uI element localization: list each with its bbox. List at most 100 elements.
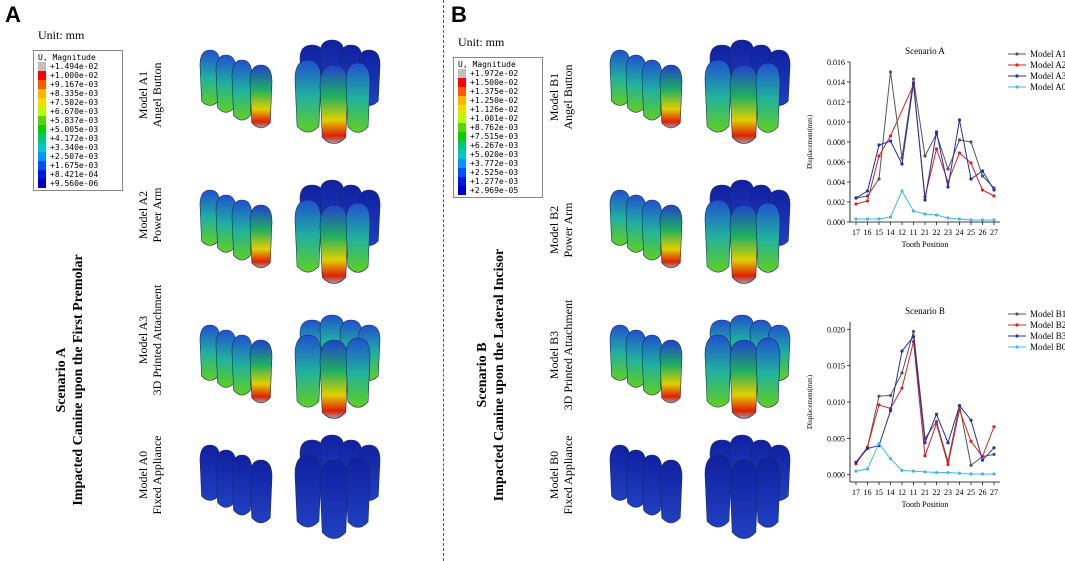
legend-value: +5.837e-03 <box>50 116 99 125</box>
tooth-a3-f2 <box>345 337 371 408</box>
chart-a-point-1 <box>969 161 973 165</box>
legend-row-a-2: +9.167e-03 <box>38 80 118 89</box>
chart-b-point-2 <box>923 441 927 445</box>
chart-a-xtick-label: 27 <box>990 228 998 237</box>
legend-value: +9.167e-03 <box>50 80 99 89</box>
legend-swatch <box>38 179 46 188</box>
chart-b-point-2 <box>946 441 950 445</box>
chart-b-point-1 <box>934 422 939 426</box>
chart-a-point-2 <box>923 198 927 202</box>
chart-a-title: Scenario A <box>905 46 945 56</box>
chart-b-point-0 <box>900 371 904 375</box>
chart-a-ytick-label: 0.000 <box>827 218 845 227</box>
legend-swatch <box>38 143 46 152</box>
chart-b-point-3 <box>980 472 985 476</box>
chart-b-legend-label-2: Model B3 <box>1030 331 1065 341</box>
legend-row-a-11: +1.675e-03 <box>38 161 118 170</box>
legend-value: +5.005e-03 <box>50 125 99 134</box>
tooth-a3-l0 <box>199 324 221 381</box>
legend-value: +1.375e-02 <box>470 87 519 96</box>
tooth-b2-l0 <box>609 189 631 246</box>
chart-b-legend-marker-0 <box>1015 312 1019 316</box>
legend-swatch <box>38 152 46 161</box>
legend-row-b-10: +3.772e-03 <box>458 159 538 168</box>
chart-a-point-2 <box>888 139 893 143</box>
chart-b-point-3 <box>900 468 904 472</box>
chart-a-point-2 <box>969 177 973 181</box>
unit-label-b: Unit: mm <box>458 35 505 49</box>
tooth-b0-f1 <box>729 459 759 539</box>
legend-value: +8.335e-03 <box>50 89 99 98</box>
legend-row-a-10: +2.507e-03 <box>38 152 118 161</box>
legend-value: +6.267e-03 <box>470 141 519 150</box>
chart-b-point-2 <box>865 446 870 451</box>
chart-a-xtick-label: 14 <box>887 228 895 237</box>
chart-b-ytick-label: 0.000 <box>827 471 845 480</box>
tooth-b3-l2 <box>641 334 663 396</box>
legend-value: +7.515e-03 <box>470 132 519 141</box>
chart-a-legend-marker-0 <box>1015 52 1019 56</box>
chart-b-point-0 <box>911 329 916 334</box>
legend-value: +1.494e-02 <box>50 62 99 71</box>
chart-a-point-3 <box>923 212 927 216</box>
tooth-b1-f2 <box>755 62 781 133</box>
chart-b-point-3 <box>969 472 973 476</box>
legend-swatch <box>38 134 46 143</box>
legend-value: +3.340e-03 <box>50 143 99 152</box>
legend-value: +7.502e-03 <box>50 98 99 107</box>
chart-b-point-1 <box>969 439 973 443</box>
legend-row-a-1: +1.000e-02 <box>38 71 118 80</box>
chart-a-ytick-label: 0.010 <box>827 118 845 127</box>
chart-a-point-3 <box>911 209 916 213</box>
legend-value: +3.772e-03 <box>470 159 519 168</box>
chart-a-point-0 <box>946 167 950 171</box>
chart-a-ytick-label: 0.014 <box>827 78 845 87</box>
legend-row-a-0: +1.494e-02 <box>38 62 118 71</box>
tooth-a0-f2 <box>345 457 371 528</box>
chart-b-point-2 <box>934 412 939 416</box>
chart-b-point-3 <box>946 470 950 475</box>
tooth-b2-l3 <box>659 204 683 269</box>
chart-b-point-2 <box>980 458 985 462</box>
chart-b-point-0 <box>969 463 973 467</box>
tooth-a3-f1 <box>319 339 349 419</box>
chart-a-legend-marker-1 <box>1015 63 1019 67</box>
chart-a-ytick-label: 0.004 <box>827 178 845 187</box>
chart-a-xtick-label: 25 <box>967 228 975 237</box>
chart-a-point-0 <box>877 177 881 181</box>
chart-a-point-3 <box>980 218 985 222</box>
chart-b-point-3 <box>865 467 870 471</box>
chart-a-legend-label-0: Model A1 <box>1030 49 1065 59</box>
tooth-a2-f0 <box>294 199 322 273</box>
chart-a-point-3 <box>957 217 962 221</box>
chart-a-point-3 <box>946 216 950 220</box>
chart-b-point-1 <box>992 425 996 429</box>
panel-divider <box>443 0 444 561</box>
chart-a-legend-label-1: Model A2 <box>1030 60 1065 70</box>
chart-b-xtick-label: 25 <box>967 488 975 497</box>
legend-row-a-13: +9.560e-06 <box>38 179 118 188</box>
legend-value: +1.250e-02 <box>470 96 519 105</box>
chart-b-legend-marker-3 <box>1015 345 1019 349</box>
legend-row-a-6: +5.837e-03 <box>38 116 118 125</box>
chart-a-xtick-label: 22 <box>933 228 941 237</box>
chart-a-ytick-label: 0.006 <box>827 158 845 167</box>
chart-a-point-1 <box>865 199 870 203</box>
chart-b-ytick-label: 0.005 <box>827 434 845 443</box>
tooth-b0-f0 <box>704 454 732 528</box>
chart-a-point-3 <box>969 218 973 222</box>
chart-b-point-0 <box>992 452 996 456</box>
chart-b-point-3 <box>923 470 927 474</box>
tooth-b3-l3 <box>659 339 683 404</box>
legend-row-b-13: +2.969e-05 <box>458 186 538 195</box>
tooth-b1-f1 <box>729 64 759 144</box>
chart-b-xtick-label: 21 <box>921 488 929 497</box>
legend-value: +2.969e-05 <box>470 186 519 195</box>
tooth-a1-l0 <box>199 49 221 106</box>
chart-b-xtick-label: 22 <box>933 488 941 497</box>
chart-b-xtick-label: 27 <box>990 488 998 497</box>
chart-a-xtick-label: 15 <box>875 228 883 237</box>
chart-b-point-2 <box>969 418 973 422</box>
chart-b-point-0 <box>877 394 881 398</box>
